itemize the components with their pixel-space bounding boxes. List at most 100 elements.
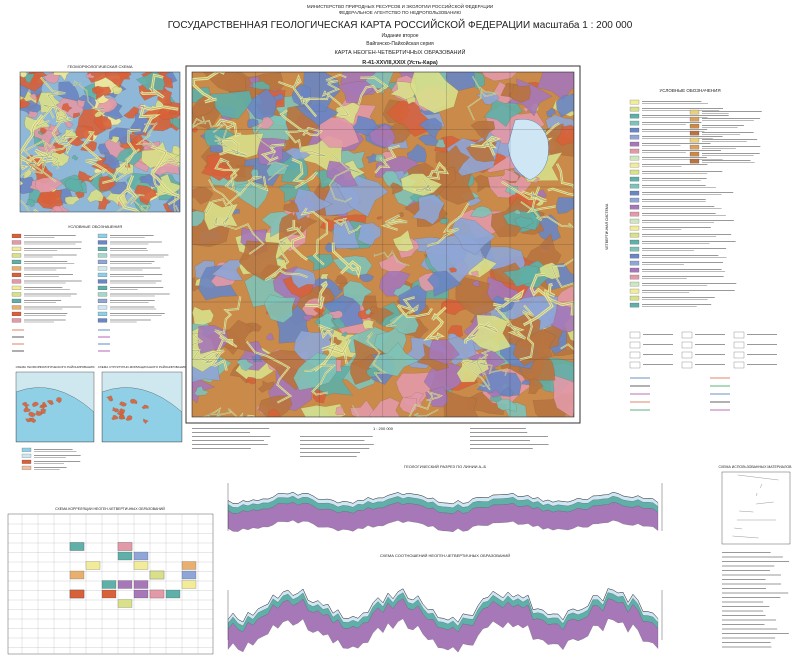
table-cell [117,599,133,608]
zone-area [16,387,94,442]
table-cell [133,589,149,599]
unit-area [471,270,480,277]
table-cell [101,580,117,589]
river-line [501,181,556,212]
river-line [470,137,498,156]
legend-swatch [629,106,640,112]
legend-swatch [629,197,640,203]
unit-area [20,72,28,78]
legend-swatch [21,465,32,470]
unit-area [35,410,43,416]
river-line [493,292,523,307]
river-line [216,119,242,136]
unit-area [326,160,358,187]
unit-area [64,196,81,205]
unit-area [556,197,574,214]
unit-area [97,94,110,104]
legend-swatch [689,158,700,164]
materials-note [722,637,776,639]
legend-text-line [110,280,162,282]
note-line [300,440,365,441]
legend-text-line [642,229,682,230]
legend-text-line [110,282,156,284]
legend-swatch [629,260,640,266]
river-line [24,140,57,183]
legend-text-line [34,457,66,458]
legend-text-line [642,136,723,137]
legend-swatch [21,453,32,458]
materials-note [722,633,789,634]
unit-area [247,118,259,129]
legend-swatch [629,113,640,119]
note-line [470,436,548,437]
unit-area [365,153,377,164]
legend-swatch [629,190,640,196]
legend-text-line [642,271,726,272]
legend-text-line [110,293,170,295]
river-line [521,186,547,201]
unit-area [362,319,375,330]
legend-text-line [110,248,147,249]
symbol-box [681,361,693,369]
unit-area [400,173,443,197]
materials-note [722,570,770,571]
legend-text-line [642,129,708,130]
legend-text-line [642,255,719,256]
unit-area [319,273,329,280]
legend-text-line [34,449,73,450]
legend-text-line [747,344,777,345]
legend-text-line [24,280,82,282]
legend-text-line [642,171,723,172]
river-line [318,324,347,365]
legend-swatch [11,266,22,271]
unit-area [40,408,47,415]
legend-swatch [11,240,22,245]
materials-note [722,615,766,616]
geomorph-border [19,71,181,213]
unit-area [418,134,439,146]
legend-text-line [642,306,697,307]
legend-text-line [695,364,725,365]
legend-text-line [702,141,747,142]
unit-area [300,403,346,417]
river-line [398,297,433,317]
unit-area [30,417,37,424]
river-line [118,175,139,212]
legend-text-line [642,201,706,202]
legend-text-line [110,237,145,238]
legend-text-line [110,300,155,301]
legend-text-line [642,122,702,123]
legend-text-line [642,150,721,151]
river-line [219,139,247,156]
lake [507,119,549,181]
table-cell [69,589,85,599]
legend-swatch [11,279,22,284]
table-cell [149,570,165,580]
legend-text-line [642,215,726,216]
river-line [471,357,508,376]
river-line [208,179,234,228]
river-line [291,159,318,189]
unit-area [236,358,255,372]
legend-left-title: УСЛОВНЫЕ ОБОЗНАЧЕНИЯ [68,224,122,229]
legend-swatch [689,123,700,129]
legend-text-line [702,120,754,121]
unit-area [119,408,126,414]
legend-text-line [642,241,736,242]
unit-area [455,276,497,318]
river-line [520,201,573,227]
legend-swatch [629,253,640,259]
unit-area [555,124,574,146]
unit-area [93,115,112,130]
legend-text-line [642,290,735,291]
legend-swatch [689,116,700,122]
unit-area [521,379,531,386]
unit-area [143,418,149,425]
legend-text-line [642,180,701,181]
legend-text-line [642,276,724,277]
legend-swatch [629,176,640,182]
materials-note [722,588,767,589]
river-line [205,162,241,214]
legend-text-line [642,285,708,286]
